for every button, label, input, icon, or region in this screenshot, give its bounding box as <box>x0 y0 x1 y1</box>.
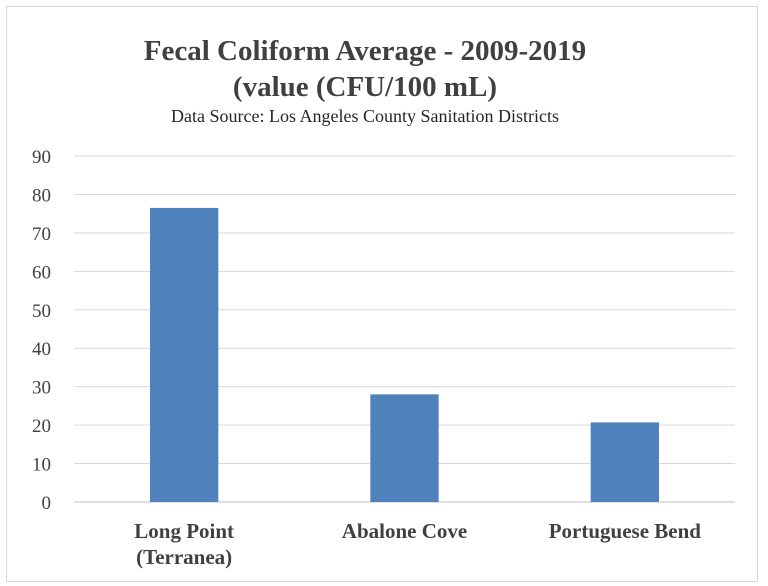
x-category-label: Portuguese Bend <box>549 519 702 543</box>
y-tick-label: 10 <box>32 455 51 476</box>
y-tick-label: 40 <box>32 339 51 360</box>
x-category-label: (Terranea) <box>136 545 232 569</box>
y-tick-label: 20 <box>32 416 51 437</box>
chart-title-line-1: Fecal Coliform Average - 2009-2019 <box>144 35 586 67</box>
chart-title-line-2: (value (CFU/100 mL) <box>233 71 497 103</box>
bars <box>150 207 659 502</box>
y-tick-label: 70 <box>32 224 51 245</box>
chart-subtitle: Data Source: Los Angeles County Sanitati… <box>171 106 559 126</box>
bar <box>370 394 439 502</box>
x-category-label: Long Point <box>134 519 234 543</box>
y-tick-label: 50 <box>32 301 51 322</box>
y-tick-label: 0 <box>42 493 52 514</box>
bar <box>590 422 659 502</box>
x-category-label: Abalone Cove <box>342 519 467 543</box>
y-tick-label: 80 <box>32 185 51 206</box>
y-tick-label: 30 <box>32 378 51 399</box>
y-axis-tick-labels: 0 10 20 30 40 50 60 70 80 90 <box>32 147 51 514</box>
y-tick-label: 60 <box>32 262 51 283</box>
x-axis-category-labels: Long Point(Terranea) Abalone Cove Portugue… <box>134 519 701 569</box>
y-tick-label: 90 <box>32 147 51 168</box>
bar <box>150 207 219 502</box>
